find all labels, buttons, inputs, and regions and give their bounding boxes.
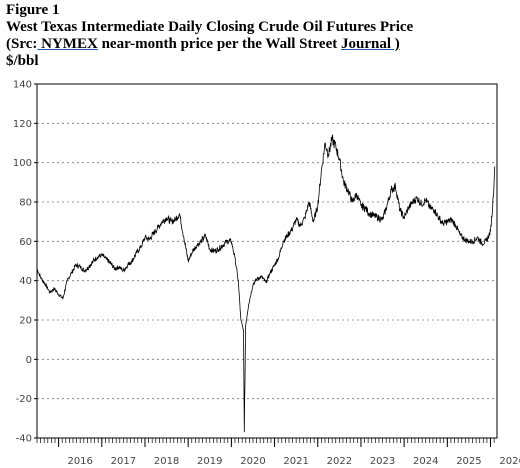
x-tick-label: 2017 [111, 456, 136, 467]
y-axis: -40 -20 0 20 40 60 80 100 120 140 [13, 80, 37, 445]
y-tick-label: 120 [13, 119, 32, 130]
source-journal: Journal ) [340, 36, 400, 52]
x-tick-label: 2019 [197, 456, 222, 467]
y-tick-label: 60 [19, 237, 32, 248]
gridlines [37, 122, 497, 400]
x-tick-label: 2022 [327, 456, 352, 467]
source-nymex: NYMEX [37, 36, 98, 52]
x-tick-label: 2026 [499, 456, 520, 467]
y-tick-label: 0 [26, 355, 32, 366]
plot-frame [36, 83, 498, 439]
y-tick-label: -40 [16, 434, 32, 445]
x-tick-label: 2018 [154, 456, 179, 467]
figure-label: Figure 1 [6, 2, 60, 18]
x-tick-label: 2016 [67, 456, 92, 467]
y-tick-label: -20 [16, 394, 32, 405]
x-tick-label: 2023 [370, 456, 395, 467]
y-tick-label: 20 [19, 316, 32, 327]
x-axis: 2016 2017 2018 2019 2020 2021 2022 2023 2024 2025… [36, 438, 520, 467]
y-tick-label: 100 [13, 158, 32, 169]
source-line: (Src: NYMEX near-month price per the Wal… [6, 36, 516, 53]
chart-header: Figure 1 West Texas Intermediate Daily C… [6, 2, 516, 70]
x-tick-label: 2020 [240, 456, 265, 467]
series-group [36, 134, 496, 433]
source-prefix: (Src: [6, 36, 38, 52]
chart-title: West Texas Intermediate Daily Closing Cr… [6, 19, 414, 35]
y-tick-label: 80 [19, 198, 32, 209]
unit-label: $/bbl [6, 53, 39, 69]
x-tick-label: 2024 [413, 456, 438, 467]
y-tick-label: 140 [13, 80, 32, 91]
source-middle: near-month price per the Wall Street [97, 36, 338, 52]
y-tick-label: 40 [19, 276, 32, 287]
x-tick-label: 2021 [283, 456, 308, 467]
price-series-line [36, 134, 496, 433]
x-tick-label: 2025 [456, 456, 481, 467]
